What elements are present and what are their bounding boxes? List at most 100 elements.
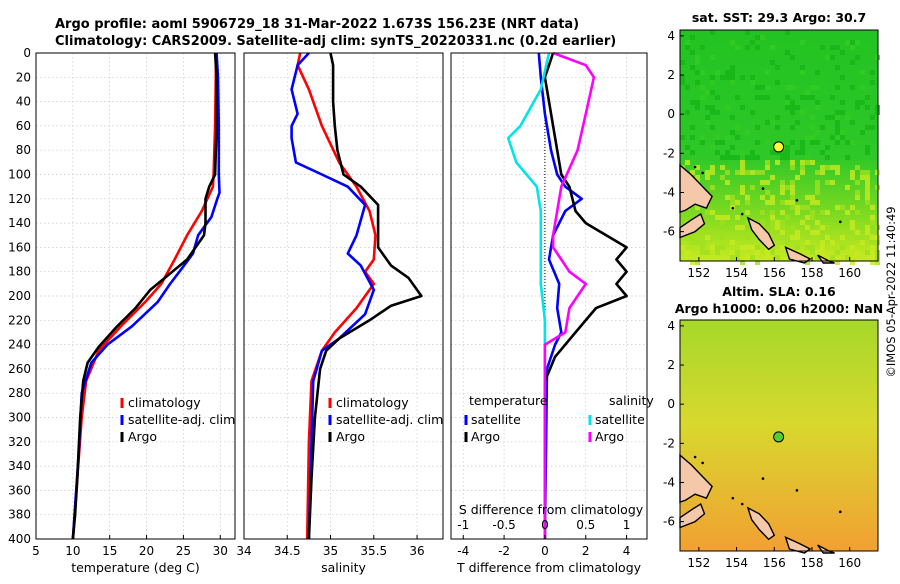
- sst-cell: [720, 215, 725, 220]
- sst-cell: [865, 170, 870, 175]
- sst-cell: [715, 70, 720, 75]
- sst-cell: [770, 215, 775, 220]
- y-tick-label: 140: [8, 216, 31, 230]
- sst-cell: [710, 230, 715, 235]
- map-y-tick-label: -4: [663, 185, 675, 199]
- sst-cell: [850, 120, 855, 125]
- sst-cell: [685, 160, 690, 165]
- islet: [701, 171, 704, 175]
- sst-cell: [840, 75, 845, 80]
- sst-cell: [765, 165, 770, 170]
- sst-cell: [855, 235, 860, 240]
- sst-cell: [695, 80, 700, 85]
- sst-cell: [775, 225, 780, 230]
- sst-cell: [785, 95, 790, 100]
- sst-cell: [835, 85, 840, 90]
- y-tick-label: 260: [8, 362, 31, 376]
- sst-cell: [815, 140, 820, 145]
- islet: [761, 187, 765, 190]
- sst-cell: [770, 120, 775, 125]
- sst-cell: [710, 80, 715, 85]
- sst-cell: [720, 235, 725, 240]
- profile-location-marker: [773, 431, 785, 443]
- sst-cell: [825, 225, 830, 230]
- legend-label: climatology: [128, 395, 201, 410]
- sst-cell: [810, 245, 815, 250]
- sst-cell: [825, 145, 830, 150]
- sst-cell: [860, 235, 865, 240]
- sst-cell: [770, 175, 775, 180]
- legend-label: satellite-adj. clim: [336, 412, 443, 427]
- sst-cell: [770, 150, 775, 155]
- sst-cell: [735, 200, 740, 205]
- sst-cell: [695, 60, 700, 65]
- profile-location-marker: [773, 141, 785, 153]
- sst-cell: [815, 170, 820, 175]
- sst-cell: [865, 145, 870, 150]
- sst-cell: [790, 205, 795, 210]
- islet: [795, 489, 799, 492]
- sst-cell: [865, 250, 870, 255]
- map-frame: [679, 29, 879, 262]
- sst-cell: [685, 40, 690, 45]
- sst-cell: [825, 115, 830, 120]
- sst-cell: [750, 110, 755, 115]
- map-x-tick-label: 156: [763, 556, 786, 570]
- series-line-climatology: [71, 53, 218, 540]
- top-x-tick-label: 0.5: [576, 518, 595, 532]
- y-tick-label: 120: [8, 192, 31, 206]
- islet: [693, 165, 697, 169]
- sst-cell: [710, 110, 715, 115]
- sst-cell: [780, 210, 785, 215]
- sst-cell: [695, 55, 700, 60]
- sst-cell: [730, 240, 735, 245]
- sst-cell: [800, 140, 805, 145]
- x-tick-label: 5: [32, 544, 40, 558]
- sst-cell: [800, 205, 805, 210]
- sst-cell: [795, 230, 800, 235]
- sst-cell: [755, 140, 760, 145]
- sst-cell: [745, 235, 750, 240]
- sst-cell: [690, 235, 695, 240]
- sst-cell: [700, 250, 705, 255]
- legend-label: Argo: [336, 429, 365, 444]
- sst-cell: [695, 70, 700, 75]
- sst-cell: [690, 100, 695, 105]
- sst-cell: [785, 200, 790, 205]
- sst-cell: [780, 190, 785, 195]
- x-tick-label: -4: [457, 544, 469, 558]
- sst-cell: [840, 135, 845, 140]
- sst-cell: [745, 245, 750, 250]
- sst-cell: [810, 230, 815, 235]
- sst-cell: [785, 240, 790, 245]
- sst-cell: [820, 150, 825, 155]
- sst-cell: [765, 85, 770, 90]
- sst-cell: [775, 80, 780, 85]
- sst-cell: [800, 150, 805, 155]
- sst-cell: [840, 245, 845, 250]
- sst-cell: [715, 150, 720, 155]
- x-tick-label: 34.5: [274, 544, 301, 558]
- sst-cell: [720, 155, 725, 160]
- sst-cell: [770, 210, 775, 215]
- legend-label: satellite: [595, 412, 645, 427]
- sst-cell: [720, 220, 725, 225]
- map-x-tick-label: 154: [725, 556, 748, 570]
- sst-cell: [845, 185, 850, 190]
- sst-cell: [705, 250, 710, 255]
- sst-cell: [700, 230, 705, 235]
- islet: [701, 461, 704, 465]
- sst-cell: [815, 180, 820, 185]
- x-axis-label: temperature (deg C): [71, 560, 200, 575]
- sst-cell: [755, 35, 760, 40]
- sst-cell: [840, 110, 845, 115]
- sst-cell: [800, 165, 805, 170]
- sst-cell: [735, 125, 740, 130]
- sst-cell: [830, 165, 835, 170]
- sst-cell: [730, 75, 735, 80]
- sst-cell: [830, 55, 835, 60]
- sst-cell: [790, 195, 795, 200]
- sst-cell: [760, 195, 765, 200]
- sst-cell: [765, 255, 770, 260]
